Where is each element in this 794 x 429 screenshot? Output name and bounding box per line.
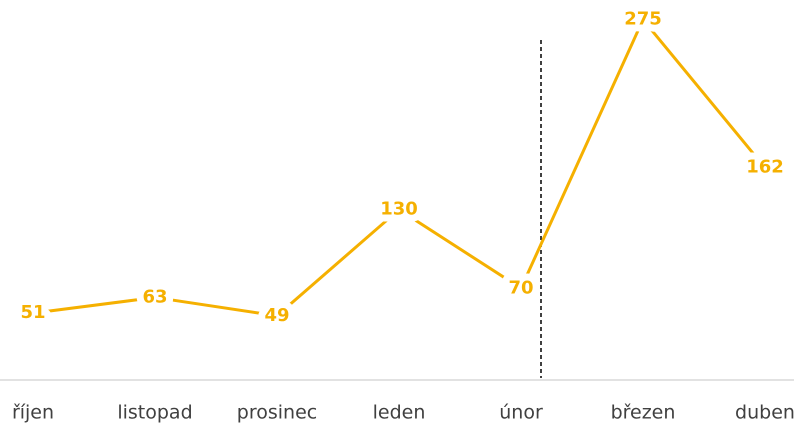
data-label: 70 — [508, 277, 533, 298]
data-label: 162 — [746, 157, 784, 178]
data-label: 275 — [624, 9, 662, 30]
data-line — [32, 18, 767, 318]
x-tick-label: únor — [499, 402, 543, 424]
x-tick-label: březen — [611, 402, 676, 424]
data-label: 63 — [142, 286, 167, 307]
x-tick-label: prosinec — [237, 402, 317, 424]
data-label: 130 — [380, 199, 418, 220]
x-tick-label: leden — [373, 402, 426, 424]
data-label: 49 — [264, 305, 289, 326]
x-tick-label: říjen — [12, 402, 54, 424]
x-tick-label: listopad — [117, 402, 192, 424]
data-label: 51 — [20, 302, 45, 323]
x-tick-label: duben — [735, 402, 794, 424]
